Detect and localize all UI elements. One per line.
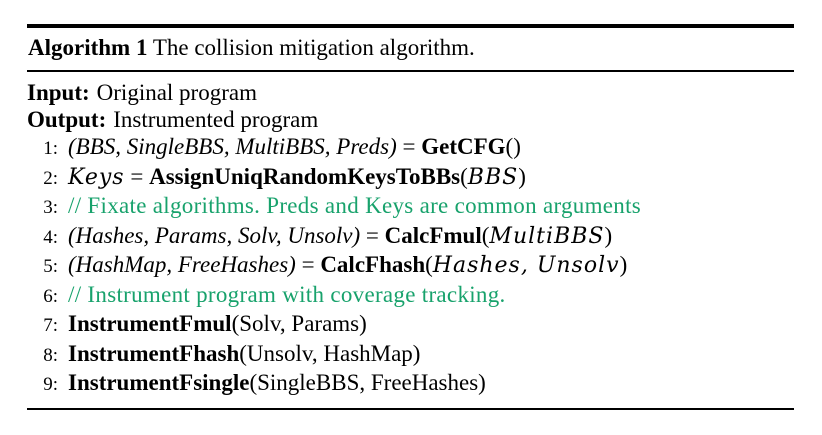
- io-line: Output: Instrumented program: [27, 106, 794, 133]
- algorithm-caption: Algorithm 1 The collision mitigation alg…: [27, 28, 794, 70]
- line-segment: Hashes, Unsolv: [432, 253, 620, 278]
- io-label: Input:: [27, 80, 90, 105]
- algorithm-line: 8: InstrumentFhash(Unsolv, HashMap): [27, 340, 794, 370]
- algorithm-line: 6: // Instrument program with coverage tr…: [27, 281, 794, 311]
- line-number: 5:: [43, 256, 58, 277]
- line-segment: (BBS, SingleBBS, MultiBBS, Preds): [68, 134, 397, 159]
- line-content: // Instrument program with coverage trac…: [68, 281, 506, 309]
- line-segment: Keys: [68, 164, 125, 190]
- line-number: 8:: [43, 344, 58, 366]
- line-segment: ): [518, 163, 526, 189]
- line-segment: MultiBBS: [489, 223, 605, 249]
- line-segment: (: [425, 252, 433, 277]
- line-segment: InstrumentFsingle: [68, 370, 250, 395]
- line-content: InstrumentFmul(Solv, Params): [68, 310, 367, 338]
- line-segment: // Instrument program with coverage trac…: [68, 281, 506, 307]
- line-number: 3:: [43, 197, 58, 218]
- line-segment: (Unsolv, HashMap): [239, 340, 421, 366]
- line-segment: GetCFG: [421, 134, 506, 159]
- line-segment: =: [295, 252, 321, 277]
- io-lines: Input: Original program Output: Instrumente…: [27, 79, 794, 133]
- line-segment: ): [604, 222, 613, 248]
- algorithm-number-label: Algorithm 1: [28, 35, 148, 60]
- line-segment: (HashMap, FreeHashes): [68, 252, 296, 277]
- line-content: (BBS, SingleBBS, MultiBBS, Preds) = GetC…: [68, 133, 521, 161]
- algorithm-line: 2: Keys = AssignUniqRandomKeysToBBs(BBS): [27, 163, 794, 193]
- code-lines: 1: (BBS, SingleBBS, MultiBBS, Preds) = Ge…: [27, 133, 794, 399]
- line-segment: BBS: [467, 164, 519, 190]
- io-text: Original program: [96, 80, 257, 105]
- algorithm-line: 9: InstrumentFsingle(SingleBBS, FreeHashe…: [27, 369, 794, 399]
- line-segment: AssignUniqRandomKeysToBBs: [149, 163, 461, 189]
- algorithm-body: Input: Original program Output: Instrumente…: [27, 72, 794, 408]
- line-number: 7:: [43, 315, 58, 336]
- line-content: InstrumentFhash(Unsolv, HashMap): [68, 340, 420, 368]
- line-segment: InstrumentFmul: [68, 311, 232, 336]
- algorithm-line: 4: (Hashes, Params, Solv, Unsolv) = CalcF…: [27, 222, 794, 252]
- line-number: 1:: [43, 138, 58, 159]
- algorithm-block: Algorithm 1 The collision mitigation alg…: [27, 24, 794, 410]
- line-segment: =: [396, 134, 422, 159]
- line-number: 4:: [43, 226, 58, 248]
- line-content: (Hashes, Params, Solv, Unsolv) = CalcFmu…: [68, 222, 612, 251]
- line-segment: =: [124, 163, 150, 189]
- algorithm-line: 1: (BBS, SingleBBS, MultiBBS, Preds) = Ge…: [27, 133, 794, 163]
- algorithm-line: 7: InstrumentFmul(Solv, Params): [27, 310, 794, 340]
- line-segment: (: [481, 222, 490, 248]
- io-label: Output:: [27, 107, 107, 132]
- algorithm-title: The collision mitigation algorithm.: [152, 35, 475, 60]
- header-thin-rule: [27, 70, 794, 72]
- line-segment: ): [619, 252, 628, 277]
- line-segment: (Hashes, Params, Solv, Unsolv): [68, 222, 361, 248]
- line-segment: CalcFhash: [320, 252, 426, 277]
- line-content: Keys = AssignUniqRandomKeysToBBs(BBS): [68, 163, 526, 192]
- line-segment: InstrumentFhash: [68, 340, 240, 366]
- line-content: InstrumentFsingle(SingleBBS, FreeHashes): [68, 369, 486, 397]
- top-thick-rule: [27, 24, 794, 28]
- line-segment: CalcFmul: [384, 222, 482, 248]
- bottom-thin-rule: [27, 407, 794, 410]
- line-segment: // Fixate algorithms. Preds and Keys are…: [68, 193, 642, 218]
- io-line: Input: Original program: [27, 79, 794, 106]
- line-segment: (): [505, 134, 521, 159]
- line-segment: (: [460, 163, 468, 189]
- line-number: 9:: [43, 374, 58, 395]
- line-segment: (SingleBBS, FreeHashes): [249, 370, 486, 395]
- line-number: 6:: [43, 285, 58, 307]
- algorithm-line: 3: // Fixate algorithms. Preds and Keys a…: [27, 192, 794, 222]
- io-text: Instrumented program: [113, 107, 319, 132]
- algorithm-line: 5: (HashMap, FreeHashes) = CalcFhash(Hash…: [27, 251, 794, 281]
- line-segment: =: [360, 222, 385, 248]
- line-segment: (Solv, Params): [231, 311, 367, 336]
- line-content: (HashMap, FreeHashes) = CalcFhash(Hashes…: [68, 251, 627, 280]
- line-number: 2:: [43, 167, 58, 189]
- line-content: // Fixate algorithms. Preds and Keys are…: [68, 192, 641, 220]
